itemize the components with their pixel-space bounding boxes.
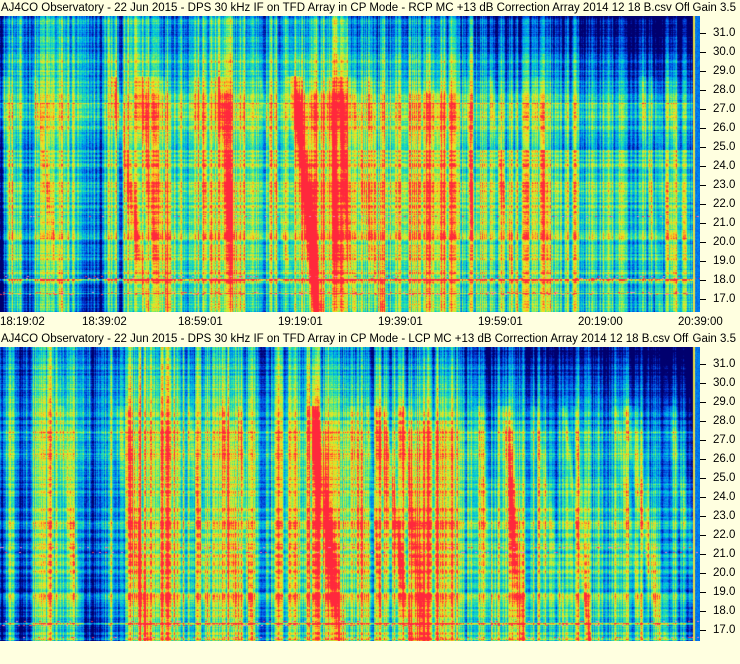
y-tick-mark (700, 299, 706, 300)
y-tick-label: 21.0 (713, 217, 736, 229)
y-tick-label: 31.0 (713, 27, 736, 39)
lcp-spectrogram-image (0, 347, 700, 641)
y-tick-mark (700, 421, 706, 422)
y-tick-label: 28.0 (713, 415, 736, 427)
y-tick-mark (700, 516, 706, 517)
y-tick-mark (700, 204, 706, 205)
y-tick-mark (700, 402, 706, 403)
y-tick-label: 31.0 (713, 358, 736, 370)
x-tick-label: 19:39:01 (378, 316, 423, 328)
rcp-spectrogram-image (0, 16, 700, 312)
y-tick-mark (700, 554, 706, 555)
y-tick-label: 24.0 (713, 160, 736, 172)
x-tick-label: 20:19:00 (578, 316, 623, 328)
lcp-title-bar: AJ4CO Observatory - 22 Jun 2015 - DPS 30… (0, 331, 740, 347)
y-tick-mark (700, 128, 706, 129)
rcp-gain-label: Gain 3.5 (688, 0, 736, 16)
y-tick-mark (700, 185, 706, 186)
x-tick-label: 18:39:02 (82, 316, 127, 328)
y-tick-label: 22.0 (713, 198, 736, 210)
y-tick-mark (700, 535, 706, 536)
y-tick-label: 18.0 (713, 605, 736, 617)
y-tick-label: 27.0 (713, 103, 736, 115)
y-tick-label: 19.0 (713, 255, 736, 267)
y-tick-mark (700, 166, 706, 167)
y-tick-mark (700, 611, 706, 612)
x-tick-label: 19:19:01 (278, 316, 323, 328)
y-tick-mark (700, 71, 706, 72)
lcp-spectrogram-panel: AJ4CO Observatory - 22 Jun 2015 - DPS 30… (0, 331, 740, 664)
y-tick-label: 18.0 (713, 274, 736, 286)
y-tick-mark (700, 440, 706, 441)
y-tick-label: 25.0 (713, 141, 736, 153)
y-tick-label: 30.0 (713, 46, 736, 58)
rcp-title-bar: AJ4CO Observatory - 22 Jun 2015 - DPS 30… (0, 0, 740, 16)
y-tick-label: 17.0 (713, 624, 736, 636)
y-tick-label: 21.0 (713, 548, 736, 560)
y-tick-mark (700, 478, 706, 479)
time-axis: 18:19:02 18:39:02 18:59:01 19:19:01 19:39:01… (0, 312, 740, 331)
x-tick-label: 20:39:00 (678, 316, 723, 328)
y-tick-mark (700, 90, 706, 91)
y-tick-mark (700, 280, 706, 281)
y-tick-label: 22.0 (713, 529, 736, 541)
y-tick-mark (700, 497, 706, 498)
y-tick-label: 24.0 (713, 491, 736, 503)
y-tick-mark (700, 573, 706, 574)
y-tick-label: 30.0 (713, 377, 736, 389)
y-tick-label: 26.0 (713, 122, 736, 134)
y-tick-label: 23.0 (713, 179, 736, 191)
y-tick-label: 29.0 (713, 396, 736, 408)
y-tick-mark (700, 592, 706, 593)
x-tick-label: 18:59:01 (178, 316, 223, 328)
rcp-title: AJ4CO Observatory - 22 Jun 2015 - DPS 30… (1, 2, 735, 14)
y-tick-label: 25.0 (713, 472, 736, 484)
lcp-frequency-axis: 31.0 30.0 29.0 28.0 27.0 26.0 25.0 24.0 23.0 22.0… (700, 347, 740, 664)
rcp-frequency-axis: 31.0 30.0 29.0 28.0 27.0 26.0 25.0 24.0 23.0 22.0… (700, 16, 740, 312)
x-tick-label: 19:59:01 (478, 316, 523, 328)
y-tick-label: 20.0 (713, 236, 736, 248)
y-tick-mark (700, 33, 706, 34)
y-tick-mark (700, 147, 706, 148)
y-tick-mark (700, 261, 706, 262)
y-tick-mark (700, 364, 706, 365)
y-tick-mark (700, 242, 706, 243)
y-tick-label: 19.0 (713, 586, 736, 598)
y-tick-label: 26.0 (713, 453, 736, 465)
y-tick-label: 29.0 (713, 65, 736, 77)
y-tick-mark (700, 109, 706, 110)
y-tick-mark (700, 52, 706, 53)
x-tick-label: 18:19:02 (0, 316, 45, 328)
y-tick-label: 27.0 (713, 434, 736, 446)
y-tick-mark (700, 383, 706, 384)
lcp-title: AJ4CO Observatory - 22 Jun 2015 - DPS 30… (1, 333, 733, 345)
lcp-gain-label: Gain 3.5 (688, 331, 736, 347)
rcp-spectrogram-panel: AJ4CO Observatory - 22 Jun 2015 - DPS 30… (0, 0, 740, 331)
y-tick-mark (700, 223, 706, 224)
y-tick-label: 23.0 (713, 510, 736, 522)
y-tick-label: 17.0 (713, 293, 736, 305)
y-tick-label: 20.0 (713, 567, 736, 579)
y-tick-label: 28.0 (713, 84, 736, 96)
y-tick-mark (700, 630, 706, 631)
y-tick-mark (700, 459, 706, 460)
lcp-bottom-strip (0, 641, 700, 664)
